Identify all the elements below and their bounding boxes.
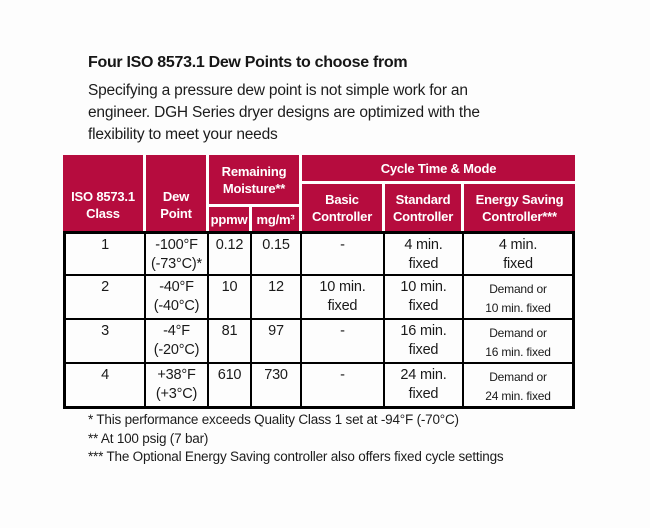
table-cell: 3 — [63, 320, 146, 364]
header-standard-controller: Standard Controller — [385, 184, 464, 231]
table-cell: 1 — [63, 231, 146, 276]
table-cell: 97 — [252, 320, 302, 364]
table-cell: 10 min. fixed — [385, 276, 464, 320]
table-cell: 81 — [209, 320, 252, 364]
table-cell: 0.15 — [252, 231, 302, 276]
table-cell: 10 min. fixed — [302, 276, 385, 320]
header-dew-point: Dew Point — [146, 155, 209, 231]
table-cell: -40°F (-40°C) — [146, 276, 209, 320]
table-cell: -100°F (-73°C)* — [146, 231, 209, 276]
header-ppmw: ppmw — [209, 207, 252, 231]
table-cell: -4°F (-20°C) — [146, 320, 209, 364]
table-cell: Demand or 24 min. fixed — [464, 364, 576, 409]
table-cell: 4 min. fixed — [464, 231, 576, 276]
table-cell: 730 — [252, 364, 302, 409]
dew-points-table: ISO 8573.1 Class Dew Point Remaining Moi… — [63, 155, 576, 409]
table-cell: 10 — [209, 276, 252, 320]
table-cell: 0.12 — [209, 231, 252, 276]
table-cell: 4 min. fixed — [385, 231, 464, 276]
header-energy-saving-controller: Energy Saving Controller*** — [464, 184, 576, 231]
table-cell: - — [302, 320, 385, 364]
table-cell: 4 — [63, 364, 146, 409]
table-cell: Demand or 10 min. fixed — [464, 276, 576, 320]
footnote-line: *** The Optional Energy Saving controlle… — [88, 449, 504, 464]
header-remaining-moisture: Remaining Moisture** — [209, 155, 302, 207]
table-row: 3 -4°F (-20°C) 81 97-16 min. fixed Demand or… — [63, 320, 576, 364]
table-cell: - — [302, 364, 385, 409]
footnote-line: ** At 100 psig (7 bar) — [88, 430, 209, 446]
table-row: 1 -100°F (-73°C)* 0.12 0.15-4 min. fixed 4 m… — [63, 231, 576, 276]
table-row: 2 -40°F (-40°C) 10 12 10 min. fixed 10 min. f… — [63, 276, 576, 320]
table-header: ISO 8573.1 Class Dew Point Remaining Moi… — [63, 155, 576, 231]
intro-paragraph: Specifying a pressure dew point is not s… — [88, 82, 480, 143]
table-cell: 2 — [63, 276, 146, 320]
table-cell: +38°F (+3°C) — [146, 364, 209, 409]
page-title: Four ISO 8573.1 Dew Points to choose fro… — [88, 54, 408, 71]
table-cell: Demand or 16 min. fixed — [464, 320, 576, 364]
table-cell: - — [302, 231, 385, 276]
footnotes: * This performance exceeds Quality Class… — [88, 411, 504, 467]
header-cycle-time-mode: Cycle Time & Mode — [302, 155, 576, 184]
table-cell: 24 min. fixed — [385, 364, 464, 409]
header-mg-m3: mg/m³ — [252, 207, 302, 231]
table-cell: 16 min. fixed — [385, 320, 464, 364]
table-row: 4 +38°F (+3°C) 610 730-24 min. fixed Demand … — [63, 364, 576, 409]
footnote-line: * This performance exceeds Quality Class… — [88, 412, 459, 427]
table-cell: 610 — [209, 364, 252, 409]
header-iso-class: ISO 8573.1 Class — [63, 155, 146, 231]
table-body: 1 -100°F (-73°C)* 0.12 0.15-4 min. fixed 4 m… — [63, 231, 576, 409]
header-basic-controller: Basic Controller — [302, 184, 385, 231]
table-cell: 12 — [252, 276, 302, 320]
